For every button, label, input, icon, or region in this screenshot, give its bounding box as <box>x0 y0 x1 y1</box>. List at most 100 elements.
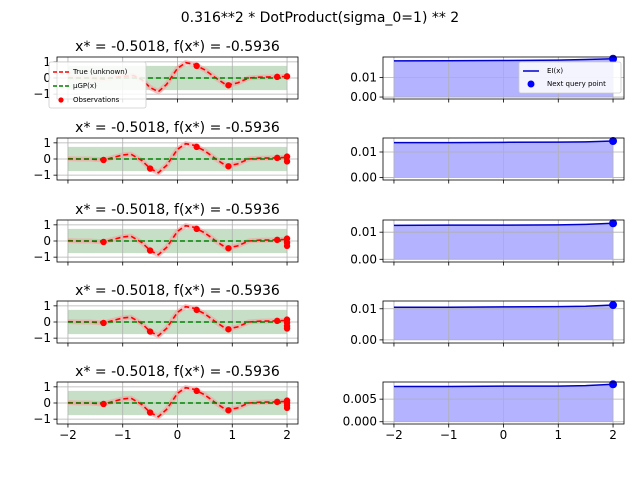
y-tick-label: 1 <box>43 380 51 394</box>
observation-point <box>100 238 107 246</box>
panel-title: x* = -0.5018, f(x*) = -0.5936 <box>75 202 280 218</box>
observation-point <box>283 325 291 332</box>
y-tick-label: 0.00 <box>350 170 377 184</box>
plot-area <box>383 220 624 262</box>
panel-title: x* = -0.5018, f(x*) = -0.5936 <box>75 364 280 380</box>
y-tick-label: 0 <box>43 234 51 248</box>
observation-point <box>273 317 281 325</box>
y-tick-label: 1 <box>43 55 51 69</box>
figure-suptitle: 0.316**2 * DotProduct(sigma_0=1) ** 2 <box>181 10 459 26</box>
y-tick-label: 0 <box>43 396 51 410</box>
plot-area <box>383 382 624 424</box>
observation-point <box>225 82 232 89</box>
observation-point <box>193 306 200 314</box>
legend-ei-label: EI(x) <box>547 67 563 75</box>
observation-point <box>146 247 154 254</box>
gp-panel-4: −1 0 1 x* = -0.5018, f(x*) = -0.5936 <box>33 283 299 347</box>
panel-title: x* = -0.5018, f(x*) = -0.5936 <box>75 120 280 136</box>
y-tick-label: −1 <box>33 331 51 345</box>
legend-next-point-swatch <box>527 80 535 88</box>
x-tick-label: 1 <box>228 428 236 442</box>
next-query-point <box>609 301 618 310</box>
ei-panel-2: 0.00 0.01 <box>350 137 625 184</box>
observation-point <box>146 328 154 335</box>
panels: −1 0 1 x* = -0.5018, f(x*) = -0.5936 −1 0 1 x* … <box>33 39 625 442</box>
observation-point <box>225 326 232 333</box>
observation-point <box>283 73 291 80</box>
observation-point <box>283 153 291 160</box>
observation-point <box>193 143 200 151</box>
legend-box <box>518 61 622 94</box>
ei-line <box>393 58 614 62</box>
observation-point <box>273 73 281 81</box>
observation-point <box>283 158 291 165</box>
legend-box <box>48 61 147 109</box>
y-tick-label: 0.01 <box>350 71 377 85</box>
legend-observation-label: Observations <box>73 96 120 104</box>
y-tick-label: 0 <box>43 71 51 85</box>
observation-point <box>273 236 281 244</box>
legend-observation-swatch <box>58 97 64 103</box>
plot-area <box>383 138 624 180</box>
observation-point <box>193 387 200 395</box>
x-tick-label: −1 <box>114 428 132 442</box>
observation-point <box>193 225 200 233</box>
y-tick-label: 0.00 <box>350 90 377 104</box>
y-tick-label: −1 <box>33 87 51 101</box>
ei-panel-4: 0.00 0.01 <box>350 300 625 347</box>
observation-point <box>146 165 154 172</box>
ei-line <box>393 304 614 308</box>
x-tick-label: 2 <box>609 428 617 442</box>
legend-mean-label: μGP(x) <box>73 82 97 90</box>
next-query-point <box>609 380 618 389</box>
observation-point <box>283 404 291 412</box>
next-query-point <box>609 54 618 63</box>
observation-point <box>273 154 281 162</box>
observation-point <box>225 163 232 170</box>
observation-point <box>100 319 107 327</box>
y-tick-label: −1 <box>33 412 51 426</box>
observation-point <box>193 62 200 70</box>
x-tick-label: 0 <box>500 428 508 442</box>
ei-line <box>393 383 614 388</box>
plot-area <box>383 301 624 343</box>
y-tick-label: 0.01 <box>350 225 377 239</box>
y-tick-label: 1 <box>43 218 51 232</box>
y-tick-label: 1 <box>43 136 51 150</box>
observation-point <box>283 242 291 250</box>
panel-title: x* = -0.5018, f(x*) = -0.5936 <box>75 283 280 299</box>
legend-next-point-label: Next query point <box>547 80 606 88</box>
legend-gp: True (unknown) μGP(x) Observations <box>48 61 147 109</box>
observation-point <box>225 407 232 414</box>
ei-panel-3: 0.00 0.01 <box>350 219 625 266</box>
y-tick-label: 0.01 <box>350 302 377 316</box>
y-tick-label: −1 <box>33 250 51 264</box>
observation-point <box>100 400 107 408</box>
panel-title: x* = -0.5018, f(x*) = -0.5936 <box>75 39 280 55</box>
y-tick-label: 0.01 <box>350 145 377 159</box>
y-tick-label: −1 <box>33 168 51 182</box>
y-tick-label: 1 <box>43 299 51 313</box>
ei-line <box>393 222 614 227</box>
x-tick-label: −2 <box>385 428 403 442</box>
next-query-point <box>609 219 618 228</box>
gp-panel-2: −1 0 1 x* = -0.5018, f(x*) = -0.5936 <box>33 120 299 184</box>
legend-ei: EI(x) Next query point <box>518 61 622 94</box>
x-tick-label: 2 <box>283 428 291 442</box>
ei-panel-5: −2 −1 0 1 2 0.000 0.005 <box>343 380 625 442</box>
y-tick-label: 0 <box>43 152 51 166</box>
y-tick-label: 0.00 <box>350 333 377 347</box>
y-tick-label: 0 <box>43 315 51 329</box>
y-tick-label: 0.005 <box>343 392 377 406</box>
ei-line <box>393 140 614 144</box>
x-tick-label: −1 <box>440 428 458 442</box>
y-tick-label: 0.00 <box>350 252 377 266</box>
gp-panel-5: −2 −1 0 1 2 −1 0 1 x* = -0.5018, f(x*) = -0.5936 <box>33 364 299 442</box>
observation-point <box>225 245 232 252</box>
observation-point <box>146 409 154 416</box>
legend-truth-label: True (unknown) <box>72 68 128 76</box>
x-tick-label: 0 <box>174 428 182 442</box>
y-tick-label: 0.000 <box>343 415 377 429</box>
x-tick-label: 1 <box>554 428 562 442</box>
